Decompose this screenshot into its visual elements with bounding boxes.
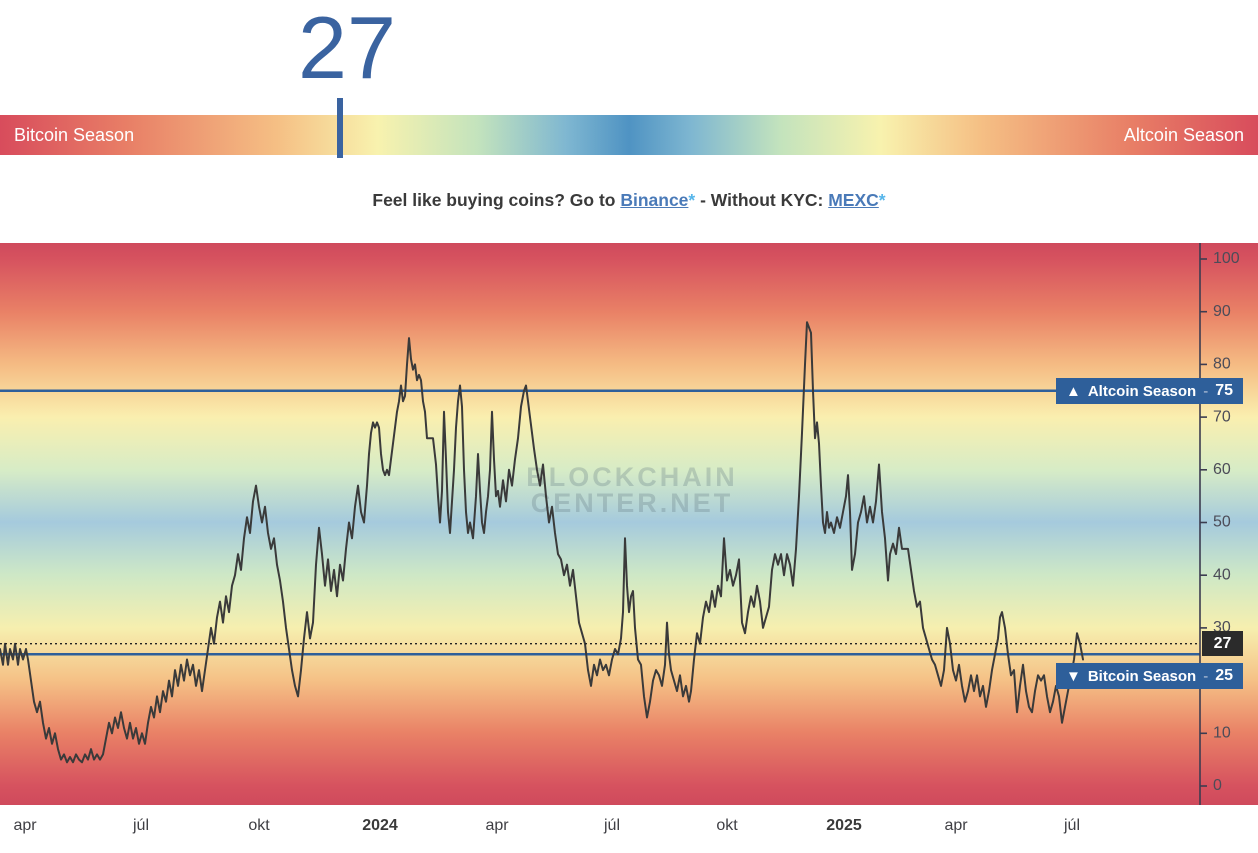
promo-text-pre: Feel like buying coins? Go to <box>372 190 621 210</box>
x-tick-label: okt <box>248 817 270 834</box>
watermark-line2: CENTER.NET <box>531 488 734 518</box>
y-tick-label: 40 <box>1213 566 1231 583</box>
gauge-altcoin-season-label: Altcoin Season <box>1123 125 1244 145</box>
index-chart: BLOCKCHAINCENTER.NET01020304050607080901… <box>0 243 1258 805</box>
bitcoin-season-threshold-badge: ▼ Bitcoin Season - 25 <box>1055 663 1243 689</box>
altcoin-threshold-value: 75 <box>1215 382 1233 399</box>
x-tick-label: 2024 <box>362 817 398 834</box>
x-tick-label: 2025 <box>826 817 862 834</box>
binance-affiliate-star: * <box>688 190 696 210</box>
dash-separator: - <box>1203 382 1209 400</box>
gauge-current-marker <box>337 98 343 158</box>
current-value-text: 27 <box>1213 634 1232 652</box>
mexc-link[interactable]: MEXC <box>828 190 879 210</box>
altcoin-threshold-label: Altcoin Season <box>1087 382 1197 400</box>
current-index-value: 27 <box>298 0 396 97</box>
binance-link[interactable]: Binance <box>620 190 689 210</box>
down-triangle-icon: ▼ <box>1065 667 1081 685</box>
season-gauge: Bitcoin Season Altcoin Season <box>0 98 1258 158</box>
up-triangle-icon: ▲ <box>1065 382 1081 400</box>
x-tick-label: júl <box>603 817 621 834</box>
current-value-badge: 27 <box>1202 631 1243 656</box>
y-tick-label: 10 <box>1213 725 1231 742</box>
bitcoin-threshold-label: Bitcoin Season <box>1087 667 1197 685</box>
x-axis-labels: apr júl okt 2024 apr júl okt 2025 apr júl <box>0 805 1258 853</box>
y-tick-label: 50 <box>1213 514 1231 531</box>
mexc-affiliate-star: * <box>878 190 886 210</box>
x-tick-label: apr <box>944 817 968 834</box>
dash-separator: - <box>1203 667 1209 685</box>
x-tick-label: júl <box>1063 817 1081 834</box>
x-tick-label: apr <box>485 817 509 834</box>
altcoin-season-threshold-badge: ▲ Altcoin Season - 75 <box>1055 378 1243 404</box>
y-tick-label: 70 <box>1213 408 1231 425</box>
chart-canvas: BLOCKCHAINCENTER.NET01020304050607080901… <box>0 243 1258 805</box>
y-tick-label: 90 <box>1213 303 1231 320</box>
bitcoin-threshold-value: 25 <box>1215 667 1233 684</box>
chart-gradient-background <box>0 243 1258 805</box>
x-tick-label: júl <box>132 817 150 834</box>
promo-text-mid: - Without KYC: <box>695 190 829 210</box>
index-line-series <box>0 321 1084 764</box>
y-tick-label: 0 <box>1213 777 1222 794</box>
y-tick-label: 100 <box>1213 250 1240 267</box>
x-tick-label: apr <box>13 817 37 834</box>
watermark-line1: BLOCKCHAIN <box>526 462 738 492</box>
y-tick-label: 60 <box>1213 461 1231 478</box>
gauge-bitcoin-season-label: Bitcoin Season <box>14 125 135 145</box>
y-tick-label: 80 <box>1213 356 1231 373</box>
promo-text: Feel like buying coins? Go to Binance* -… <box>0 190 1258 211</box>
x-tick-label: okt <box>716 817 738 834</box>
